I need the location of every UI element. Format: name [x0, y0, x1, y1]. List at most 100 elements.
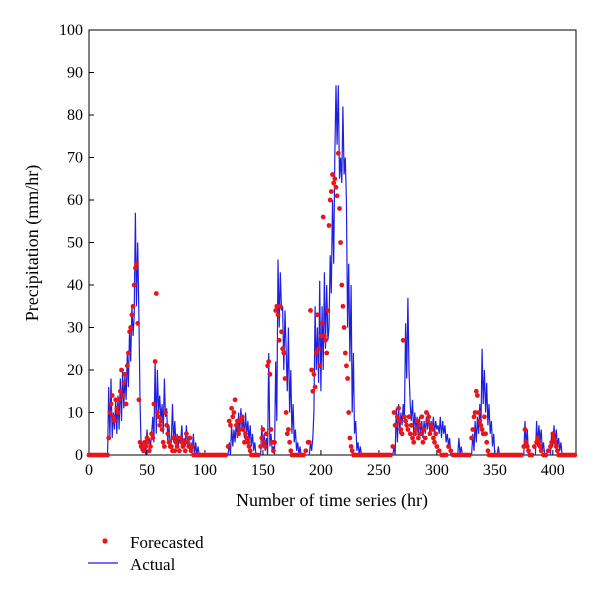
forecasted-point — [531, 444, 537, 449]
forecasted-point — [155, 410, 160, 415]
forecasted-point — [134, 261, 139, 267]
forecasted-point — [266, 359, 272, 364]
forecasted-point — [313, 350, 319, 356]
x-axis-ticks: 0 50 100 150 200 250 300 350 400 — [85, 450, 565, 479]
forecasted-point — [255, 452, 261, 458]
forecasted-point — [150, 435, 156, 441]
forecasted-point — [411, 439, 417, 445]
forecasted-point — [470, 427, 476, 432]
forecasted-point — [325, 308, 331, 313]
forecasted-point — [402, 414, 407, 420]
forecasted-point — [171, 435, 177, 441]
x-tick-label: 250 — [367, 462, 391, 479]
forecasted-point — [471, 414, 477, 420]
forecasted-point — [422, 435, 428, 441]
forecasted-point — [225, 444, 231, 449]
forecasted-point — [390, 444, 396, 449]
y-axis-ticks: 0 10 20 30 40 50 60 70 80 90 100 — [59, 22, 94, 464]
forecasted-point — [273, 308, 279, 313]
forecasted-point — [112, 418, 117, 424]
x-tick-label: 50 — [139, 462, 155, 479]
forecasted-point — [151, 401, 157, 407]
forecasted-point — [130, 303, 136, 309]
forecasted-point — [553, 444, 559, 449]
forecasted-point — [316, 346, 321, 352]
forecasted-point — [268, 427, 274, 432]
forecasted-point — [177, 448, 182, 454]
forecasted-point — [284, 431, 290, 437]
forecasted-point — [319, 320, 325, 326]
forecasted-point — [466, 452, 472, 458]
forecasted-point — [320, 214, 326, 220]
forecasted-point — [117, 388, 123, 394]
forecasted-point — [106, 435, 112, 441]
forecasted-point — [388, 452, 393, 458]
forecasted-point — [131, 282, 137, 288]
forecasted-point — [180, 444, 186, 449]
forecasted-point — [182, 448, 188, 454]
forecasted-point — [549, 439, 554, 445]
forecasted-point — [277, 303, 283, 309]
forecasted-point — [328, 189, 334, 194]
forecasted-point — [310, 388, 316, 394]
forecasted-point — [473, 388, 479, 394]
forecasted-point — [349, 448, 355, 454]
x-tick-label: 100 — [193, 462, 217, 479]
forecasted-point — [342, 350, 348, 356]
forecasted-point — [120, 393, 125, 398]
forecasted-point — [233, 422, 239, 428]
legend: Forecasted Actual — [88, 533, 204, 574]
y-tick-label: 40 — [67, 277, 83, 294]
forecasted-point — [345, 376, 350, 381]
forecasted-point — [245, 439, 251, 445]
forecasted-point — [265, 363, 270, 369]
forecasted-point — [446, 444, 451, 449]
forecasted-point — [127, 329, 132, 335]
forecasted-point — [168, 444, 174, 449]
forecasted-point — [403, 418, 408, 424]
forecasted-point — [149, 431, 155, 437]
forecasted-point — [407, 431, 413, 437]
forecasted-point — [410, 435, 415, 441]
forecasted-point — [229, 405, 235, 411]
forecasted-point — [143, 444, 149, 449]
forecasted-point — [348, 444, 354, 449]
forecasted-point — [337, 206, 342, 211]
forecasted-point — [174, 444, 180, 449]
forecasted-point — [308, 308, 313, 313]
forecasted-point — [137, 439, 143, 445]
forecasted-point — [129, 312, 135, 318]
forecasted-point — [243, 431, 248, 437]
y-tick-label: 30 — [67, 320, 83, 337]
forecasted-point — [272, 439, 277, 445]
forecasted-point — [484, 439, 490, 445]
forecasted-point — [228, 422, 233, 428]
forecasted-point — [436, 448, 442, 454]
forecasted-point — [545, 448, 551, 454]
forecasted-point — [315, 312, 320, 318]
forecasted-point — [275, 312, 281, 318]
forecasted-point — [526, 448, 531, 454]
forecasted-point — [128, 325, 134, 330]
forecasted-point — [230, 414, 236, 420]
forecasted-point — [185, 439, 191, 445]
forecasted-point — [322, 333, 327, 339]
forecasted-point — [135, 320, 141, 326]
x-tick-label: 200 — [309, 462, 333, 479]
forecasted-point — [115, 410, 121, 415]
forecasted-point — [141, 448, 146, 454]
forecasted-point — [280, 346, 285, 352]
forecasted-point — [420, 439, 426, 445]
forecasted-point — [139, 444, 145, 449]
forecasted-point — [288, 448, 294, 454]
forecasted-point — [425, 418, 430, 424]
forecasted-point — [551, 435, 557, 441]
forecasted-point — [434, 444, 440, 449]
forecasted-point — [552, 439, 558, 445]
forecasted-point — [113, 397, 119, 403]
x-tick-label: 350 — [483, 462, 507, 479]
forecasted-point — [572, 452, 578, 458]
forecasted-point — [119, 367, 124, 373]
forecasted-point — [146, 448, 152, 454]
forecasted-point — [173, 439, 179, 445]
